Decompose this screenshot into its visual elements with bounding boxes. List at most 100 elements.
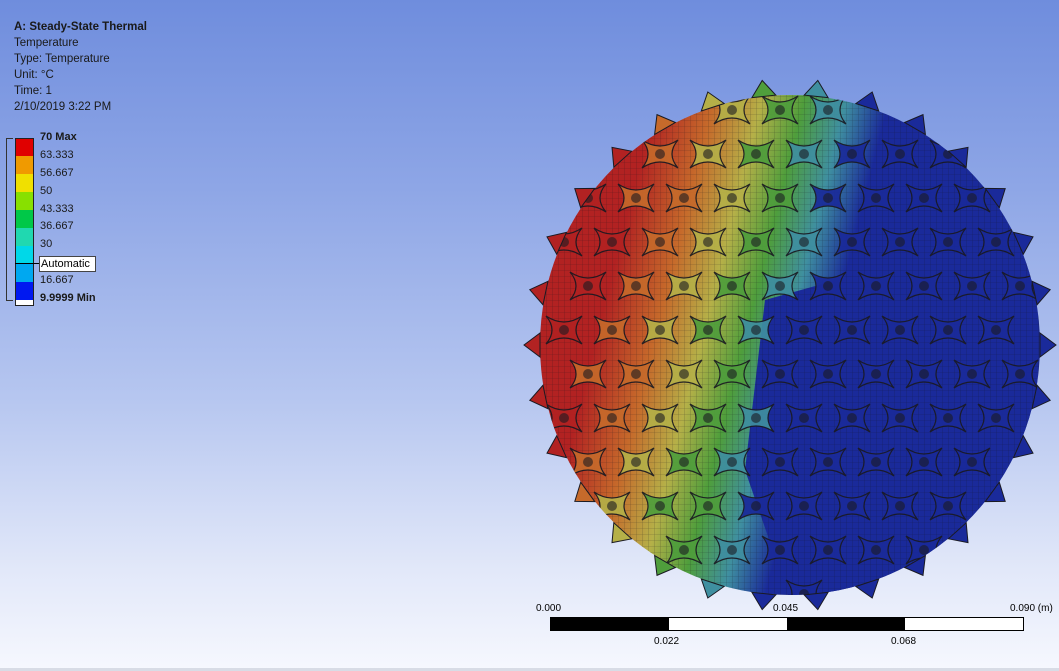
lattice-node: [919, 369, 929, 379]
lattice-spike: [750, 79, 777, 99]
lattice-spike: [1012, 434, 1034, 459]
lattice-spike: [1031, 280, 1052, 306]
lattice-node: [775, 281, 785, 291]
lattice-node: [823, 105, 833, 115]
lattice-node: [943, 501, 953, 511]
lattice-spike: [611, 146, 633, 169]
analysis-title: A: Steady-State Thermal: [14, 21, 147, 33]
lattice-node: [871, 545, 881, 555]
lattice-node: [775, 105, 785, 115]
scale-label-q3: 0.068: [891, 636, 917, 647]
lattice-node: [1015, 369, 1025, 379]
lattice-node: [727, 105, 737, 115]
lattice-spike: [574, 481, 596, 503]
lattice-node: [703, 325, 713, 335]
lattice-node: [967, 457, 977, 467]
lattice-spike: [947, 146, 969, 169]
legend-probe-field[interactable]: Automatic: [39, 256, 96, 272]
lattice-spike: [947, 521, 969, 544]
lattice-spike: [1031, 384, 1052, 410]
result-time: Time: 1: [14, 85, 52, 97]
lattice-node: [607, 325, 617, 335]
legend-swatch-2: [15, 156, 34, 174]
lattice-node: [823, 193, 833, 203]
scale-label-mid: 0.045: [773, 603, 799, 614]
lattice-node: [727, 281, 737, 291]
lattice-node: [655, 413, 665, 423]
scale-segment: [787, 618, 905, 630]
lattice-node: [631, 281, 641, 291]
lattice-node: [655, 501, 665, 511]
lattice-spikes: [523, 79, 1057, 611]
lattice-node: [559, 325, 569, 335]
result-type: Type: Temperature: [14, 53, 110, 65]
color-legend[interactable]: 70 Max 63.333 56.667 50 43.333 36.667 30…: [6, 131, 126, 311]
lattice-spike: [1039, 332, 1057, 358]
lattice-node: [943, 237, 953, 247]
lattice-spike: [854, 91, 880, 112]
lattice-node: [1015, 281, 1025, 291]
scale-bar-track: [550, 617, 1024, 631]
scale-label-start: 0.000: [536, 603, 562, 614]
lattice-spike: [803, 79, 830, 99]
lattice-spike: [1012, 231, 1034, 256]
lattice-node: [991, 325, 1001, 335]
lattice-node: [583, 369, 593, 379]
lattice-node: [751, 413, 761, 423]
lattice-node: [631, 193, 641, 203]
lattice-spike: [903, 113, 927, 136]
lattice-spike: [528, 384, 549, 410]
lattice-node: [631, 369, 641, 379]
lattice-node: [655, 237, 665, 247]
lattice-node: [967, 193, 977, 203]
lattice-node: [799, 589, 809, 595]
legend-swatch-10: [15, 300, 34, 306]
lattice-node: [991, 413, 1001, 423]
lattice-node: [607, 237, 617, 247]
scale-bar: 0.000 0.045 0.090 (m) 0.022 0.068: [530, 600, 1059, 660]
lattice-node: [943, 413, 953, 423]
lattice-node: [871, 193, 881, 203]
lattice-node: [967, 369, 977, 379]
legend-swatch-4: [15, 192, 34, 210]
lattice-node: [679, 369, 689, 379]
legend-level-label: 36.667: [40, 220, 74, 232]
viewport-border: [0, 668, 1059, 671]
lattice-node: [727, 369, 737, 379]
legend-level-label: 30: [40, 238, 53, 250]
legend-level-label: 56.667: [40, 167, 74, 179]
lattice-node: [919, 193, 929, 203]
lattice-node: [799, 413, 809, 423]
lattice-spike: [854, 578, 880, 599]
lattice-node: [679, 193, 689, 203]
lattice-node: [655, 149, 665, 159]
lattice-spike: [574, 187, 596, 209]
lattice-node: [679, 457, 689, 467]
scale-segment: [551, 618, 669, 630]
lattice-node: [823, 281, 833, 291]
lattice-node: [751, 501, 761, 511]
result-date: 2/10/2019 3:22 PM: [14, 101, 112, 113]
lattice-node: [655, 325, 665, 335]
lattice-node: [871, 457, 881, 467]
lattice-node: [823, 457, 833, 467]
lattice-node: [727, 457, 737, 467]
lattice-node: [703, 501, 713, 511]
legend-swatch-7: [15, 246, 34, 264]
lattice-node: [775, 545, 785, 555]
lattice-node: [847, 501, 857, 511]
legend-swatch-5: [15, 210, 34, 228]
result-info: A: Steady-State Thermal Temperature Type…: [14, 19, 147, 115]
lattice-node: [871, 281, 881, 291]
lattice-node: [919, 545, 929, 555]
lattice-node: [631, 457, 641, 467]
lattice-spike: [611, 521, 633, 544]
lattice-spike: [700, 91, 726, 112]
lattice-spike: [903, 554, 927, 577]
lattice-spike: [750, 591, 777, 611]
legend-level-label: 63.333: [40, 149, 74, 161]
lattice-node: [991, 237, 1001, 247]
lattice-spike: [523, 332, 541, 358]
